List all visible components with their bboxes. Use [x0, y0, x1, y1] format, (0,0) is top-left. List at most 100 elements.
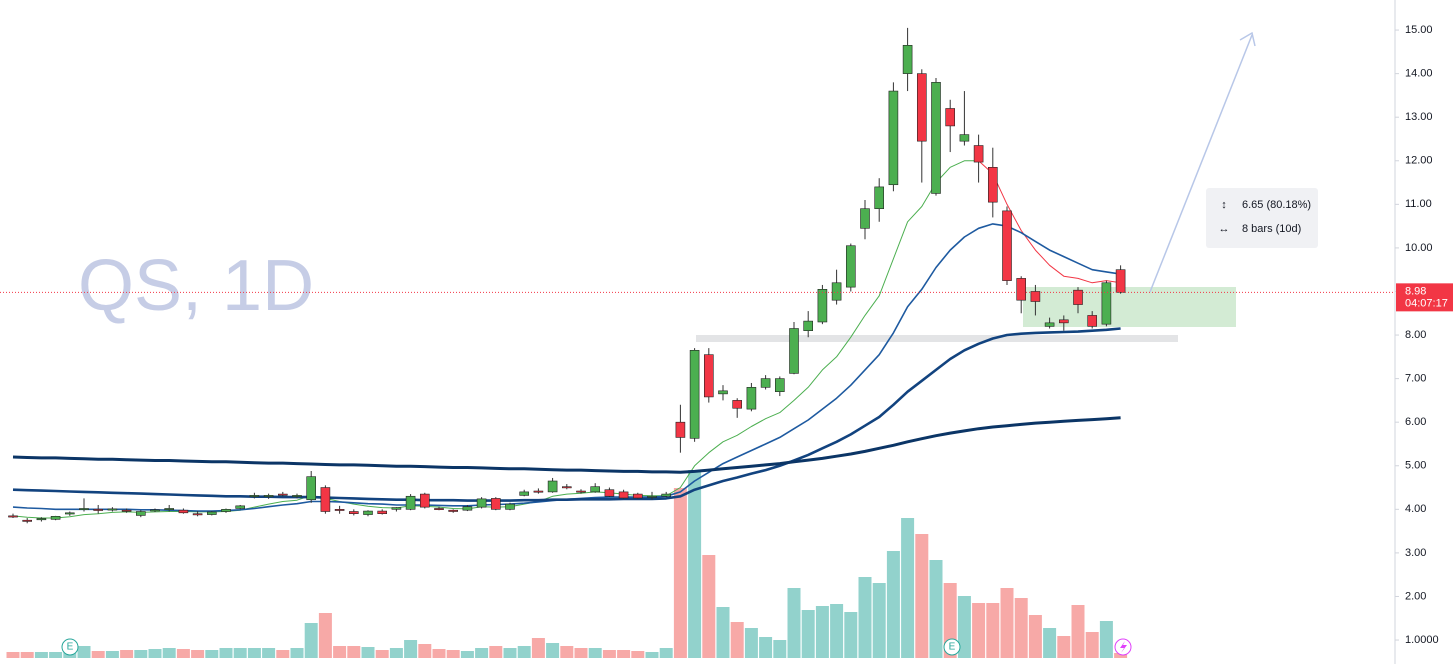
y-tick-label: 6.00: [1405, 416, 1426, 428]
candle-body: [348, 511, 359, 514]
volume-bar: [20, 652, 34, 658]
candle-body: [107, 508, 118, 511]
candle-body: [774, 378, 785, 392]
y-tick-label: 12.00: [1405, 155, 1433, 167]
candle-body: [959, 134, 970, 142]
candle-body: [703, 354, 714, 398]
candle-body: [533, 490, 544, 493]
candle-body: [817, 289, 828, 323]
volume-bar: [1014, 598, 1028, 658]
candle-body: [675, 421, 686, 438]
candle-body: [1101, 282, 1112, 325]
volume-bar: [602, 650, 616, 658]
candle-body: [391, 507, 402, 510]
volume-bar: [1057, 636, 1071, 658]
volume-bar: [162, 648, 176, 658]
candle-body: [987, 167, 998, 203]
volume-bar: [986, 603, 1000, 658]
candle-body: [434, 508, 444, 510]
candle-body: [718, 390, 728, 395]
target-zone: [1023, 287, 1236, 327]
volume-bar: [915, 534, 929, 658]
y-tick-label: 15.00: [1405, 24, 1433, 36]
volume-bar: [290, 648, 304, 658]
volume-bar: [120, 650, 134, 658]
measure-bars: 8 bars (10d): [1242, 223, 1301, 235]
candle-body: [93, 509, 103, 511]
candle-body: [931, 82, 941, 194]
candle-body: [1044, 322, 1055, 327]
countdown-label: 04:07:17: [1405, 297, 1448, 309]
volume-bar: [205, 650, 219, 658]
candle-body: [760, 378, 771, 388]
volume-bar: [1028, 615, 1042, 658]
volume-bar: [262, 648, 276, 658]
candle-body: [831, 282, 842, 301]
candle-body: [647, 495, 657, 498]
candle-body: [845, 245, 856, 288]
volume-bar: [176, 649, 190, 658]
volume-bar: [830, 604, 844, 658]
volume-bar: [560, 646, 574, 658]
volume-bar: [546, 643, 560, 658]
volume-bar: [1114, 653, 1128, 658]
volume-bar: [276, 650, 290, 658]
candle-body: [306, 476, 317, 501]
volume-bar: [233, 648, 247, 658]
volume-bar: [503, 648, 517, 658]
volume-bar: [957, 596, 971, 658]
volume-bar: [972, 603, 986, 658]
candle-body: [235, 505, 245, 509]
volume-bar: [858, 577, 872, 658]
candle-body: [292, 495, 302, 497]
price-label-bg: [1396, 283, 1453, 312]
candle-body: [576, 490, 586, 493]
volume-bar: [148, 649, 162, 658]
volume-bar: [191, 650, 205, 658]
y-tick-label: 7.00: [1405, 373, 1426, 385]
candle-body: [746, 387, 757, 410]
candle-body: [36, 518, 47, 521]
measure-icon: ↔: [1219, 223, 1230, 235]
measure-icon: ↕: [1221, 199, 1227, 211]
y-tick-label: 3.00: [1405, 547, 1426, 559]
candle-body: [689, 349, 700, 439]
candle-body: [916, 73, 927, 142]
candle-body: [874, 186, 885, 209]
event-icon: [1120, 641, 1127, 653]
moving-average: [12, 327, 1121, 502]
earnings-label[interactable]: E: [949, 642, 956, 653]
volume-bar: [404, 640, 418, 658]
volume-bar: [673, 488, 687, 658]
candle-body: [732, 400, 743, 409]
moving-average: [978, 160, 1121, 284]
volume-bar: [872, 583, 886, 658]
plot: [6, 27, 1128, 658]
earnings-marker[interactable]: [61, 638, 79, 656]
y-tick-label: 4.00: [1405, 503, 1426, 515]
earnings-marker[interactable]: [943, 638, 961, 656]
candle-body: [22, 519, 33, 522]
candle-body: [519, 491, 530, 496]
volume-bar: [1099, 621, 1113, 658]
candle-body: [1115, 269, 1126, 293]
volume-bar: [134, 650, 148, 658]
earnings-label[interactable]: E: [67, 642, 74, 653]
candle-body: [363, 510, 373, 515]
candle-body: [1087, 315, 1097, 327]
y-tick-label: 10.00: [1405, 242, 1433, 254]
volume-bar: [247, 648, 261, 658]
volume-bar: [91, 651, 105, 658]
y-tick-label: 8.00: [1405, 329, 1426, 341]
candle-body: [249, 495, 260, 497]
candle-body: [207, 511, 217, 515]
candle-body: [334, 509, 345, 511]
volume-bar: [446, 650, 460, 658]
volume-bar: [219, 648, 233, 658]
volume-bar: [844, 612, 858, 658]
candle-body: [462, 506, 473, 511]
candle-body: [65, 512, 75, 515]
volume-bar: [716, 607, 730, 658]
y-tick-label: 2.00: [1405, 590, 1426, 602]
